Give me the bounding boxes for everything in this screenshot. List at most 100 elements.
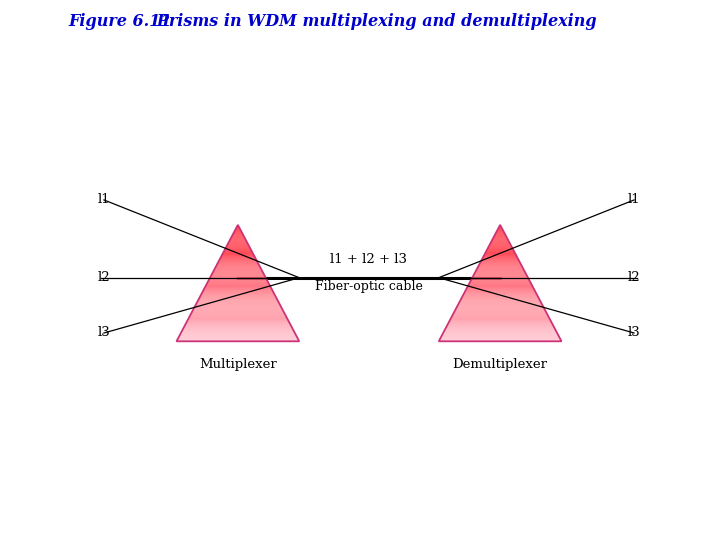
Polygon shape bbox=[181, 330, 294, 332]
Polygon shape bbox=[488, 247, 513, 248]
Polygon shape bbox=[499, 226, 501, 227]
Polygon shape bbox=[493, 238, 508, 239]
Polygon shape bbox=[456, 307, 544, 308]
Polygon shape bbox=[485, 252, 515, 253]
Polygon shape bbox=[455, 309, 545, 310]
Polygon shape bbox=[477, 268, 523, 269]
Polygon shape bbox=[186, 321, 289, 322]
Polygon shape bbox=[486, 251, 515, 252]
Polygon shape bbox=[452, 315, 548, 316]
Polygon shape bbox=[458, 305, 543, 306]
Polygon shape bbox=[208, 280, 268, 281]
Polygon shape bbox=[439, 339, 561, 340]
Polygon shape bbox=[210, 277, 266, 278]
Polygon shape bbox=[179, 336, 297, 338]
Polygon shape bbox=[207, 282, 269, 283]
Polygon shape bbox=[199, 299, 277, 300]
Polygon shape bbox=[210, 278, 266, 279]
Polygon shape bbox=[233, 233, 243, 234]
Polygon shape bbox=[195, 305, 280, 306]
Polygon shape bbox=[485, 254, 516, 255]
Polygon shape bbox=[444, 332, 557, 333]
Polygon shape bbox=[217, 264, 259, 265]
Polygon shape bbox=[453, 314, 548, 315]
Polygon shape bbox=[490, 242, 510, 244]
Polygon shape bbox=[463, 295, 537, 296]
Polygon shape bbox=[487, 249, 513, 250]
Polygon shape bbox=[188, 319, 288, 320]
Polygon shape bbox=[488, 246, 512, 247]
Polygon shape bbox=[227, 244, 248, 245]
Polygon shape bbox=[232, 235, 244, 237]
Polygon shape bbox=[465, 290, 535, 291]
Polygon shape bbox=[213, 271, 262, 272]
Polygon shape bbox=[236, 227, 240, 228]
Polygon shape bbox=[454, 311, 546, 312]
Polygon shape bbox=[199, 296, 276, 298]
Polygon shape bbox=[193, 309, 283, 310]
Text: Figure 6.11: Figure 6.11 bbox=[68, 13, 172, 30]
Polygon shape bbox=[233, 234, 243, 235]
Text: Multiplexer: Multiplexer bbox=[199, 358, 276, 371]
Polygon shape bbox=[220, 259, 256, 260]
Polygon shape bbox=[205, 286, 271, 287]
Polygon shape bbox=[206, 285, 270, 286]
Polygon shape bbox=[482, 258, 518, 259]
Polygon shape bbox=[465, 291, 536, 292]
Polygon shape bbox=[469, 282, 531, 283]
Polygon shape bbox=[219, 260, 257, 261]
Polygon shape bbox=[489, 245, 511, 246]
Polygon shape bbox=[235, 230, 241, 231]
Polygon shape bbox=[474, 274, 527, 275]
Polygon shape bbox=[469, 283, 531, 284]
Text: Prisms in WDM multiplexing and demultiplexing: Prisms in WDM multiplexing and demultipl… bbox=[140, 13, 597, 30]
Polygon shape bbox=[186, 322, 289, 323]
Polygon shape bbox=[203, 290, 273, 291]
Polygon shape bbox=[450, 319, 550, 320]
Polygon shape bbox=[176, 340, 300, 341]
Polygon shape bbox=[204, 288, 271, 289]
Polygon shape bbox=[237, 226, 239, 227]
Text: l2: l2 bbox=[97, 271, 110, 284]
Polygon shape bbox=[194, 306, 282, 307]
Polygon shape bbox=[179, 334, 296, 335]
Polygon shape bbox=[449, 320, 551, 321]
Polygon shape bbox=[178, 338, 297, 339]
Polygon shape bbox=[460, 300, 540, 301]
Polygon shape bbox=[472, 277, 528, 278]
Polygon shape bbox=[202, 293, 274, 294]
Polygon shape bbox=[190, 314, 285, 315]
Polygon shape bbox=[476, 271, 525, 272]
Text: Fiber-optic cable: Fiber-optic cable bbox=[315, 280, 423, 293]
Polygon shape bbox=[196, 303, 280, 305]
Polygon shape bbox=[446, 327, 554, 328]
Polygon shape bbox=[197, 302, 279, 303]
Polygon shape bbox=[480, 262, 520, 263]
Polygon shape bbox=[223, 251, 252, 252]
Polygon shape bbox=[461, 299, 539, 300]
Polygon shape bbox=[201, 295, 275, 296]
Polygon shape bbox=[454, 310, 546, 311]
Polygon shape bbox=[218, 262, 258, 263]
Polygon shape bbox=[184, 327, 292, 328]
Polygon shape bbox=[192, 312, 284, 313]
Polygon shape bbox=[210, 276, 266, 277]
Polygon shape bbox=[192, 310, 284, 311]
Polygon shape bbox=[438, 340, 562, 341]
Text: l1: l1 bbox=[628, 193, 641, 206]
Polygon shape bbox=[206, 284, 269, 285]
Polygon shape bbox=[177, 339, 299, 340]
Polygon shape bbox=[215, 267, 261, 268]
Polygon shape bbox=[231, 237, 245, 238]
Polygon shape bbox=[446, 328, 555, 329]
Polygon shape bbox=[456, 306, 544, 307]
Polygon shape bbox=[490, 244, 511, 245]
Polygon shape bbox=[217, 263, 258, 264]
Polygon shape bbox=[441, 336, 559, 338]
Polygon shape bbox=[224, 250, 252, 251]
Polygon shape bbox=[498, 228, 502, 229]
Polygon shape bbox=[481, 261, 520, 262]
Polygon shape bbox=[181, 332, 294, 333]
Polygon shape bbox=[486, 250, 514, 251]
Polygon shape bbox=[476, 269, 524, 271]
